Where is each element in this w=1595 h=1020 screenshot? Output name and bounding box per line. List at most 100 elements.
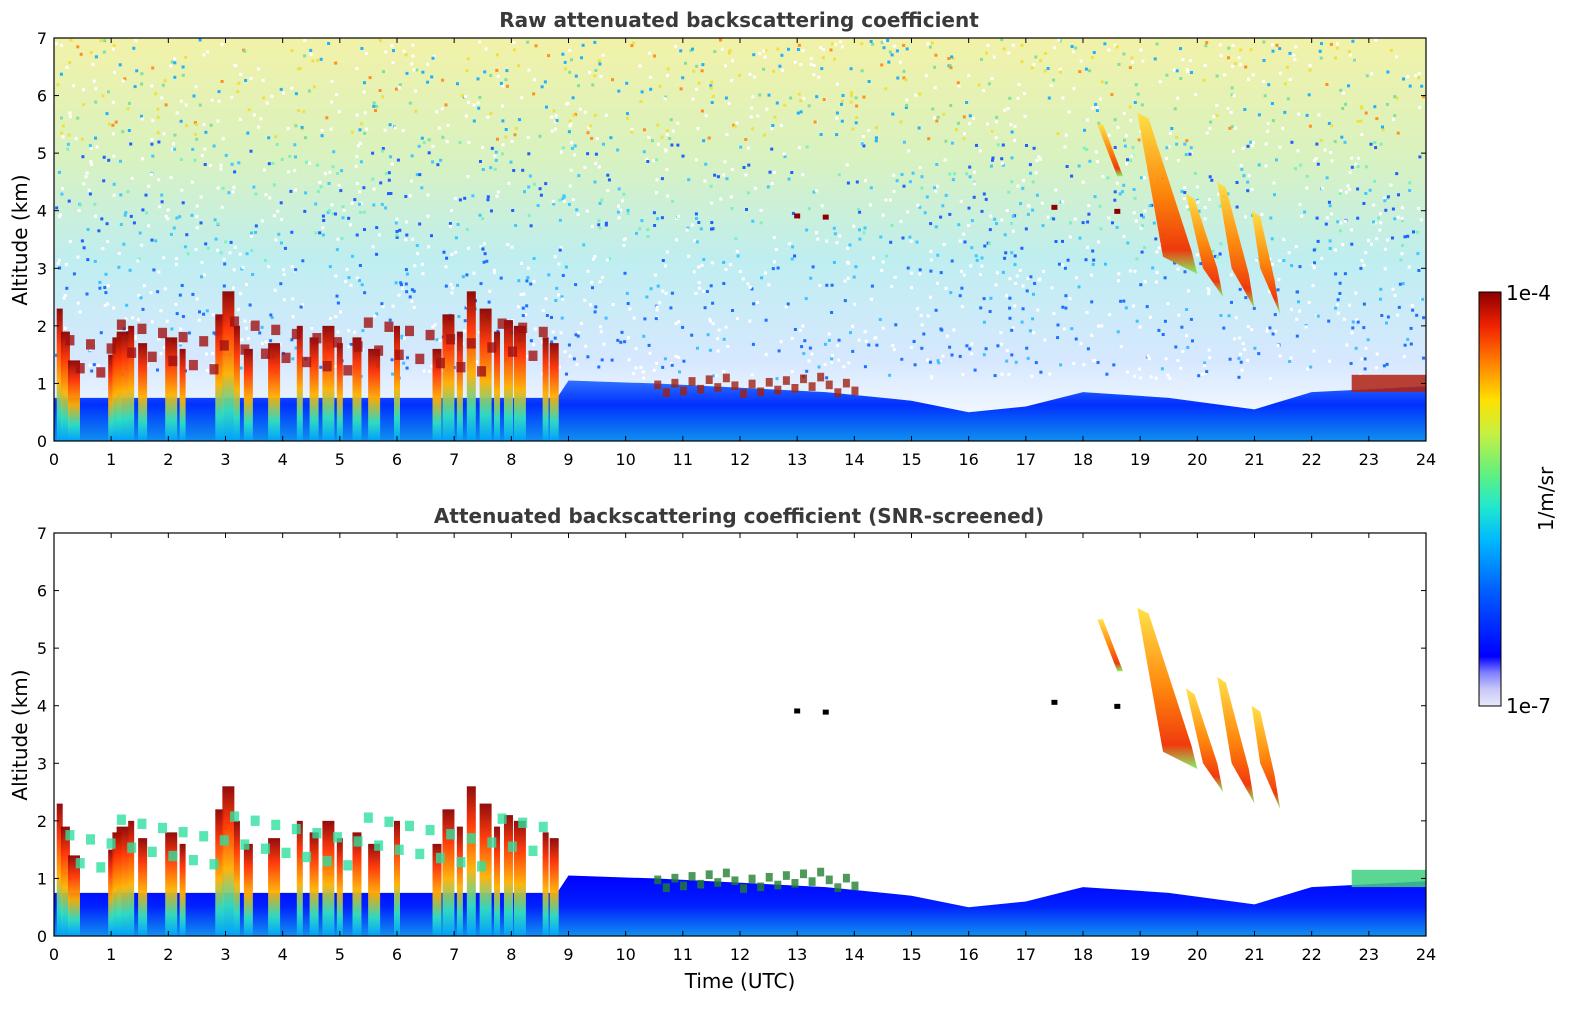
noise-speck — [1036, 308, 1040, 312]
noise-speck — [1125, 162, 1128, 166]
noise-speck — [1349, 362, 1353, 365]
noise-speck — [1262, 80, 1266, 83]
x-tick-label: 16 — [958, 945, 978, 964]
noise-speck — [254, 231, 257, 234]
noise-speck — [347, 216, 351, 220]
aerosol-fragment — [757, 387, 765, 397]
noise-speck — [1344, 102, 1348, 106]
noise-speck — [294, 124, 298, 128]
noise-speck — [214, 237, 218, 241]
noise-speck — [1098, 204, 1102, 208]
noise-speck — [1392, 117, 1395, 121]
noise-speck — [779, 340, 783, 344]
noise-speck — [67, 199, 71, 203]
noise-speck — [990, 130, 994, 134]
noise-speck — [203, 273, 206, 277]
cloud-fragment — [86, 339, 96, 350]
noise-speck — [1065, 165, 1069, 168]
noise-speck — [767, 283, 771, 287]
noise-speck — [821, 56, 825, 60]
noise-speck — [622, 243, 626, 247]
convective-cloud-column — [352, 832, 362, 936]
noise-speck — [238, 252, 242, 256]
noise-speck — [1227, 56, 1230, 60]
noise-speck — [1375, 237, 1379, 241]
noise-speck — [1230, 93, 1234, 97]
noise-speck — [1354, 346, 1358, 350]
noise-speck — [1116, 330, 1120, 334]
noise-speck — [1165, 146, 1169, 150]
noise-speck — [1397, 305, 1401, 309]
noise-speck — [833, 232, 837, 236]
noise-speck — [675, 215, 679, 219]
noise-speck — [884, 87, 888, 91]
noise-speck — [410, 179, 413, 183]
noise-speck — [316, 190, 320, 193]
noise-speck — [76, 301, 80, 305]
noise-speck — [112, 44, 116, 48]
noise-speck — [601, 53, 605, 57]
noise-speck — [1097, 240, 1101, 244]
noise-speck — [69, 115, 72, 119]
convective-cloud-column — [322, 325, 335, 441]
noise-speck — [1308, 124, 1312, 128]
noise-speck — [141, 208, 145, 212]
noise-speck — [747, 163, 751, 167]
noise-speck — [1215, 74, 1219, 78]
noise-speck — [1247, 77, 1250, 81]
noise-speck — [61, 187, 64, 190]
noise-speck — [411, 43, 415, 47]
noise-speck — [1115, 225, 1119, 229]
noise-speck — [303, 54, 307, 58]
noise-speck — [375, 312, 379, 316]
noise-speck — [422, 369, 426, 373]
noise-speck — [1341, 91, 1345, 95]
noise-speck — [751, 219, 755, 223]
noise-speck — [774, 248, 778, 251]
noise-speck — [909, 239, 913, 243]
noise-speck — [860, 42, 864, 46]
noise-speck — [1237, 56, 1241, 60]
noise-speck — [1283, 82, 1287, 86]
noise-speck — [1116, 279, 1120, 283]
noise-speck — [340, 169, 344, 173]
noise-speck — [568, 124, 572, 128]
noise-speck — [835, 111, 839, 115]
noise-speck — [1348, 50, 1351, 54]
noise-speck — [299, 305, 303, 309]
noise-speck — [280, 241, 283, 245]
noise-speck — [862, 95, 866, 99]
noise-speck — [1397, 193, 1400, 197]
x-axis-raw: 0 1 2 3 4 5 6 7 8 9 10 11 12 13 14 15 16 17 18 19 20 21 22 23 24 — [49, 38, 1436, 469]
noise-speck — [112, 193, 116, 197]
noise-speck — [635, 231, 638, 235]
noise-speck — [918, 92, 922, 96]
noise-speck — [1011, 326, 1015, 330]
noise-speck — [154, 239, 158, 243]
noise-speck — [871, 42, 875, 46]
x-axis-label: Time (UTC) — [684, 969, 796, 993]
noise-speck — [1061, 263, 1065, 267]
noise-speck — [714, 374, 718, 378]
noise-speck — [98, 286, 102, 290]
noise-speck — [349, 342, 353, 346]
noise-speck — [330, 203, 334, 207]
noise-speck — [825, 376, 829, 380]
noise-speck — [830, 42, 834, 46]
noise-speck — [1030, 66, 1034, 70]
noise-speck — [245, 283, 249, 286]
noise-speck — [488, 289, 492, 293]
noise-speck — [356, 144, 360, 148]
noise-speck — [221, 137, 225, 141]
noise-speck — [704, 114, 708, 118]
noise-speck — [363, 111, 367, 115]
noise-speck — [710, 80, 714, 84]
noise-speck — [579, 322, 583, 326]
noise-speck — [949, 291, 953, 295]
cloud-fragment — [312, 332, 322, 344]
falling-streak — [1251, 210, 1281, 315]
noise-speck — [362, 210, 366, 214]
noise-speck — [1105, 372, 1109, 376]
noise-speck — [555, 119, 559, 123]
noise-speck — [1063, 145, 1067, 149]
